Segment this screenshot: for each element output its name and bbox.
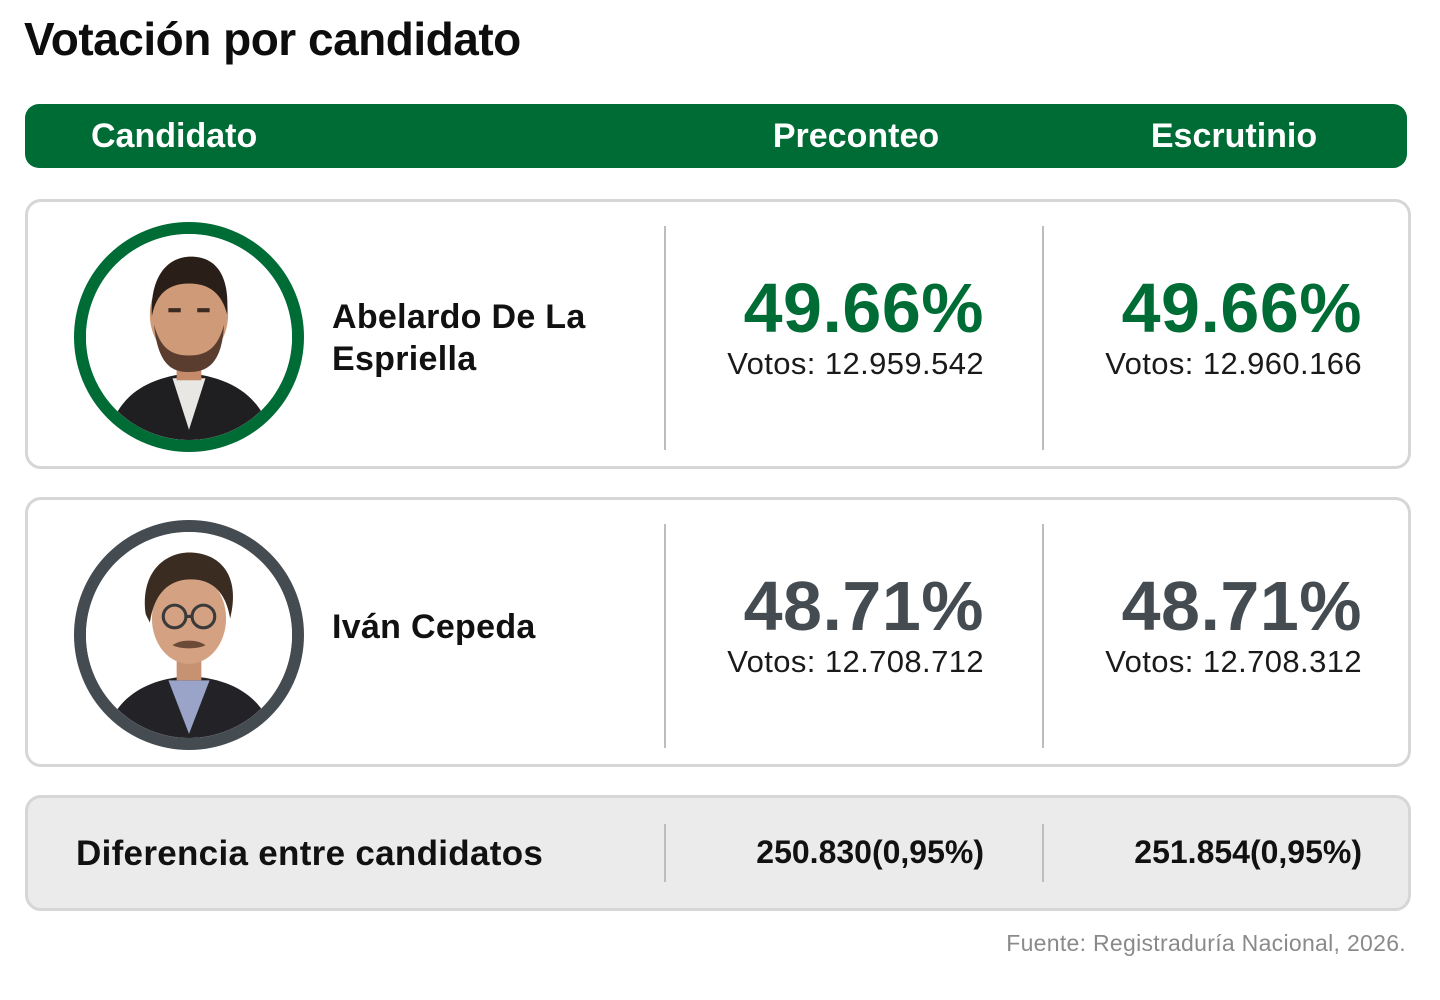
candidate-photo-icon [74, 520, 304, 750]
source-note: Fuente: Registraduría Nacional, 2026. [1006, 930, 1406, 956]
difference-row: Diferencia entre candidatos 250.830(0,95… [25, 795, 1411, 911]
column-divider [664, 226, 666, 450]
escrutinio-percent: 49.66% [1121, 269, 1362, 347]
escrutinio-stat: 49.66% Votos: 12.960.166 [1042, 270, 1362, 382]
preconteo-votes: Votos: 12.708.712 [727, 644, 984, 679]
column-divider [1042, 226, 1044, 450]
preconteo-percent: 48.71% [743, 567, 984, 645]
header-preconteo: Preconteo [772, 117, 940, 155]
preconteo-stat: 48.71% Votos: 12.708.712 [664, 568, 984, 680]
preconteo-stat: 49.66% Votos: 12.959.542 [664, 270, 984, 382]
header-candidate: Candidato [91, 117, 258, 155]
column-divider [664, 824, 666, 882]
candidate-photo-icon [74, 222, 304, 452]
difference-preconteo: 250.830(0,95%) [756, 834, 984, 870]
difference-label: Diferencia entre candidatos [76, 834, 544, 873]
candidate-name: Iván Cepeda [332, 608, 536, 646]
column-divider [664, 524, 666, 748]
candidate-card: Iván Cepeda 48.71% Votos: 12.708.712 48.… [25, 497, 1411, 767]
man-portrait-icon [86, 234, 292, 440]
candidate-card: Abelardo De La Espriella 49.66% Votos: 1… [25, 199, 1411, 469]
preconteo-percent: 49.66% [743, 269, 984, 347]
preconteo-votes: Votos: 12.959.542 [727, 346, 984, 381]
column-divider [1042, 524, 1044, 748]
difference-escrutinio: 251.854(0,95%) [1134, 834, 1362, 870]
escrutinio-stat: 48.71% Votos: 12.708.312 [1042, 568, 1362, 680]
candidate-name: Abelardo De La Espriella [332, 298, 586, 378]
escrutinio-percent: 48.71% [1121, 567, 1362, 645]
page-title: Votación por candidato [24, 13, 521, 65]
table-header: Candidato Preconteo Escrutinio [25, 104, 1407, 168]
man-portrait-icon [86, 532, 292, 738]
escrutinio-votes: Votos: 12.960.166 [1105, 346, 1362, 381]
escrutinio-votes: Votos: 12.708.312 [1105, 644, 1362, 679]
column-divider [1042, 824, 1044, 882]
header-escrutinio: Escrutinio [1150, 117, 1318, 155]
